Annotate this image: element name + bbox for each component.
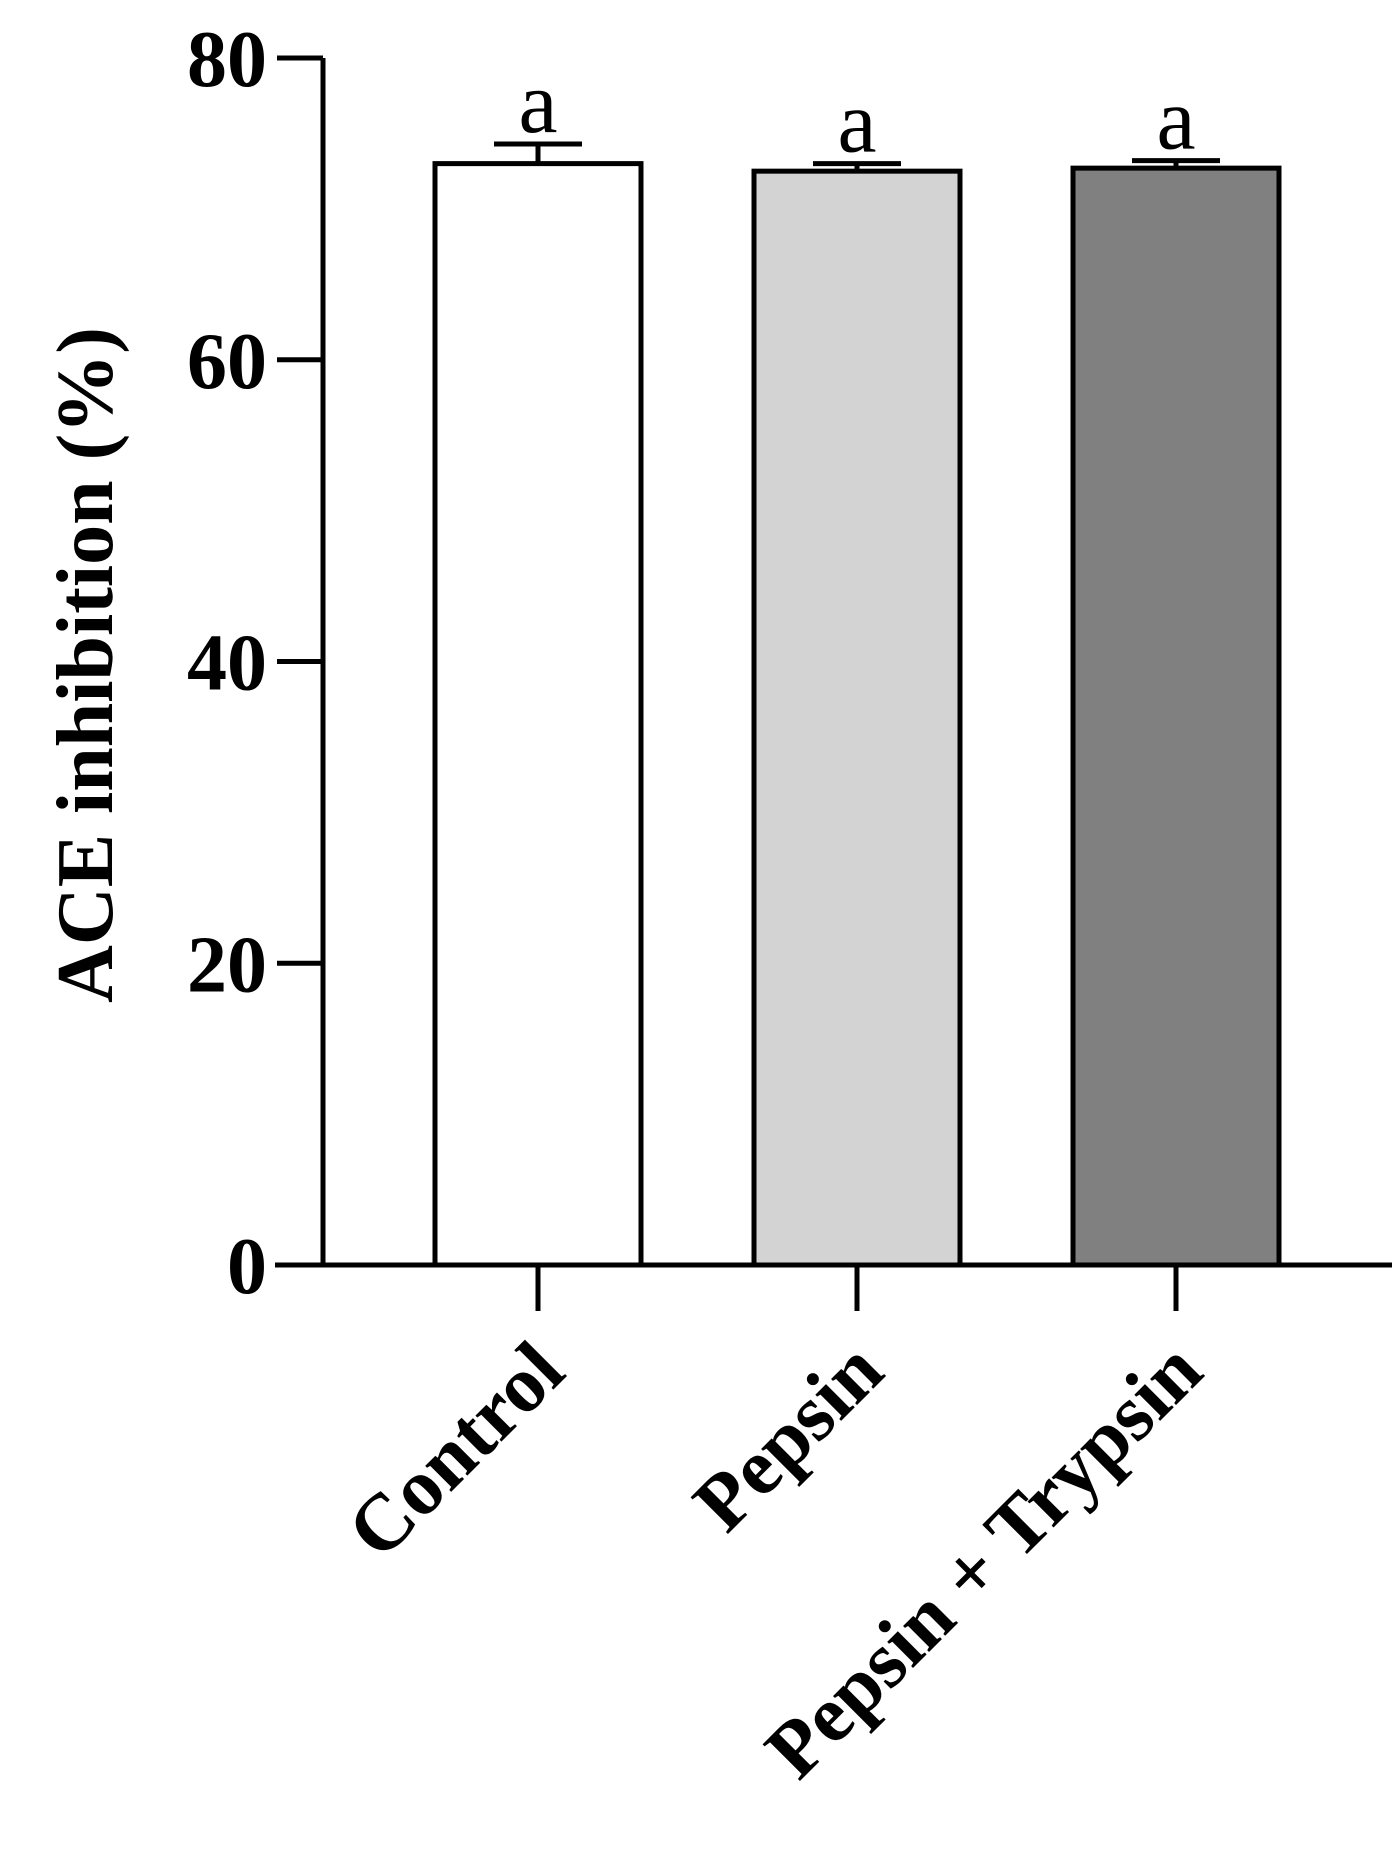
y-tick-label: 0	[227, 1223, 267, 1311]
y-tick-label: 60	[187, 318, 267, 406]
y-tick-label: 40	[187, 620, 267, 708]
significance-letter: a	[837, 75, 876, 172]
significance-letter: a	[1156, 72, 1195, 169]
bar-control	[432, 161, 644, 1268]
y-tick-label: 20	[187, 921, 267, 1009]
x-tick-label: Control	[331, 1326, 581, 1576]
error-bars	[494, 141, 1220, 172]
significance-letter: a	[518, 55, 557, 152]
bar-pepsin	[751, 168, 963, 1268]
x-tick-label: Pepsin	[677, 1326, 900, 1549]
y-tick-label: 80	[187, 16, 267, 104]
bar-pepsin-trypsin	[1070, 165, 1282, 1268]
y-ticks: 0 20 40 60 80	[187, 16, 323, 1311]
y-axis-label: ACE inhibition (%)	[42, 327, 130, 1003]
bars	[432, 161, 1282, 1268]
